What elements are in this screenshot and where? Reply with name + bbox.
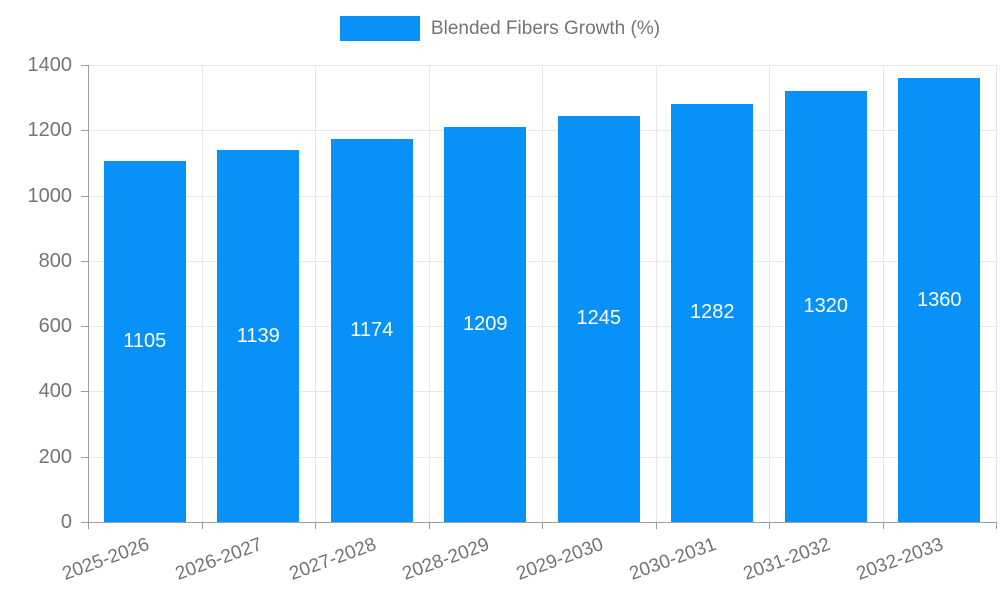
- y-axis-tick-label: 800: [38, 249, 72, 272]
- bar[interactable]: 1282: [671, 103, 754, 522]
- bar[interactable]: 1209: [444, 127, 527, 522]
- y-axis-line: [88, 65, 89, 522]
- bar-value-label: 1209: [463, 313, 508, 336]
- y-axis-tick: [81, 260, 88, 262]
- gridline-vertical: [769, 65, 770, 522]
- bar-value-label: 1320: [803, 295, 849, 318]
- gridline-vertical: [315, 65, 316, 522]
- y-axis-tick-label: 400: [38, 380, 72, 403]
- legend-swatch: [339, 16, 420, 41]
- bar-value-label: 1245: [576, 307, 622, 330]
- x-axis-tick: [88, 522, 89, 529]
- x-axis-tick: [201, 522, 203, 529]
- legend-label: Blended Fibers Growth (%): [430, 17, 661, 39]
- plot-area: 0 200 400 600 800 1000 1200 1400 1105 1139 1174 120…: [28, 55, 997, 585]
- y-axis-tick-label: 1400: [27, 54, 73, 76]
- bar[interactable]: 1139: [217, 150, 300, 522]
- x-axis-tick: [882, 522, 884, 529]
- y-axis-tick-label: 0: [60, 511, 72, 533]
- gridline-vertical: [201, 65, 203, 522]
- bar[interactable]: 1105: [103, 161, 186, 522]
- bar[interactable]: 1360: [898, 78, 981, 522]
- gridline-vertical: [882, 65, 884, 522]
- bar-value-label: 1139: [236, 324, 280, 347]
- y-axis-tick-label: 200: [38, 445, 72, 468]
- y-axis-tick: [81, 326, 88, 328]
- y-axis-tick: [81, 391, 88, 393]
- y-axis-tick-label: 600: [38, 315, 72, 338]
- x-axis-tick: [315, 522, 316, 529]
- x-axis-tick: [542, 522, 543, 529]
- gridline-horizontal: [88, 65, 996, 66]
- y-axis-tick: [81, 456, 88, 458]
- gridline-vertical: [996, 65, 997, 522]
- legend-item[interactable]: Blended Fibers Growth (%): [0, 16, 1000, 41]
- x-axis-tick: [996, 522, 997, 529]
- x-axis-tick: [769, 522, 770, 529]
- bar-value-label: 1360: [917, 288, 962, 311]
- bar-value-label: 1105: [123, 330, 167, 353]
- bar[interactable]: 1320: [784, 91, 867, 522]
- bar-value-label: 1282: [690, 301, 735, 324]
- bar[interactable]: 1174: [330, 138, 413, 522]
- y-axis-tick-label: 1200: [27, 119, 73, 142]
- y-axis-tick-label: 1000: [27, 184, 73, 207]
- gridline-vertical: [655, 65, 657, 522]
- y-axis-tick: [81, 130, 88, 132]
- y-axis-tick: [81, 195, 88, 197]
- x-axis-line: [81, 522, 996, 523]
- bar-value-label: 1174: [350, 318, 394, 341]
- y-axis-tick: [81, 65, 88, 66]
- gridline-vertical: [542, 65, 543, 522]
- x-axis-tick: [428, 522, 430, 529]
- x-axis-tick: [655, 522, 657, 529]
- gridline-vertical: [428, 65, 430, 522]
- bar[interactable]: 1245: [557, 115, 640, 522]
